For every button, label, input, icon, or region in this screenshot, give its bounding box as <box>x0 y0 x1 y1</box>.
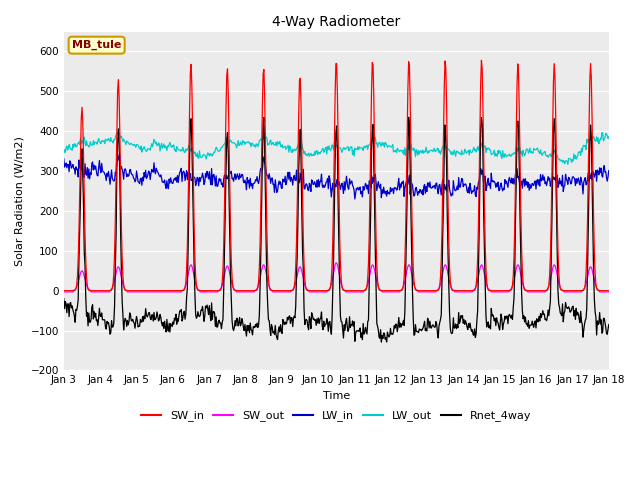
X-axis label: Time: Time <box>323 391 350 401</box>
Title: 4-Way Radiometer: 4-Way Radiometer <box>272 15 401 29</box>
Text: MB_tule: MB_tule <box>72 40 122 50</box>
Legend: SW_in, SW_out, LW_in, LW_out, Rnet_4way: SW_in, SW_out, LW_in, LW_out, Rnet_4way <box>137 406 536 426</box>
Y-axis label: Solar Radiation (W/m2): Solar Radiation (W/m2) <box>15 136 25 266</box>
